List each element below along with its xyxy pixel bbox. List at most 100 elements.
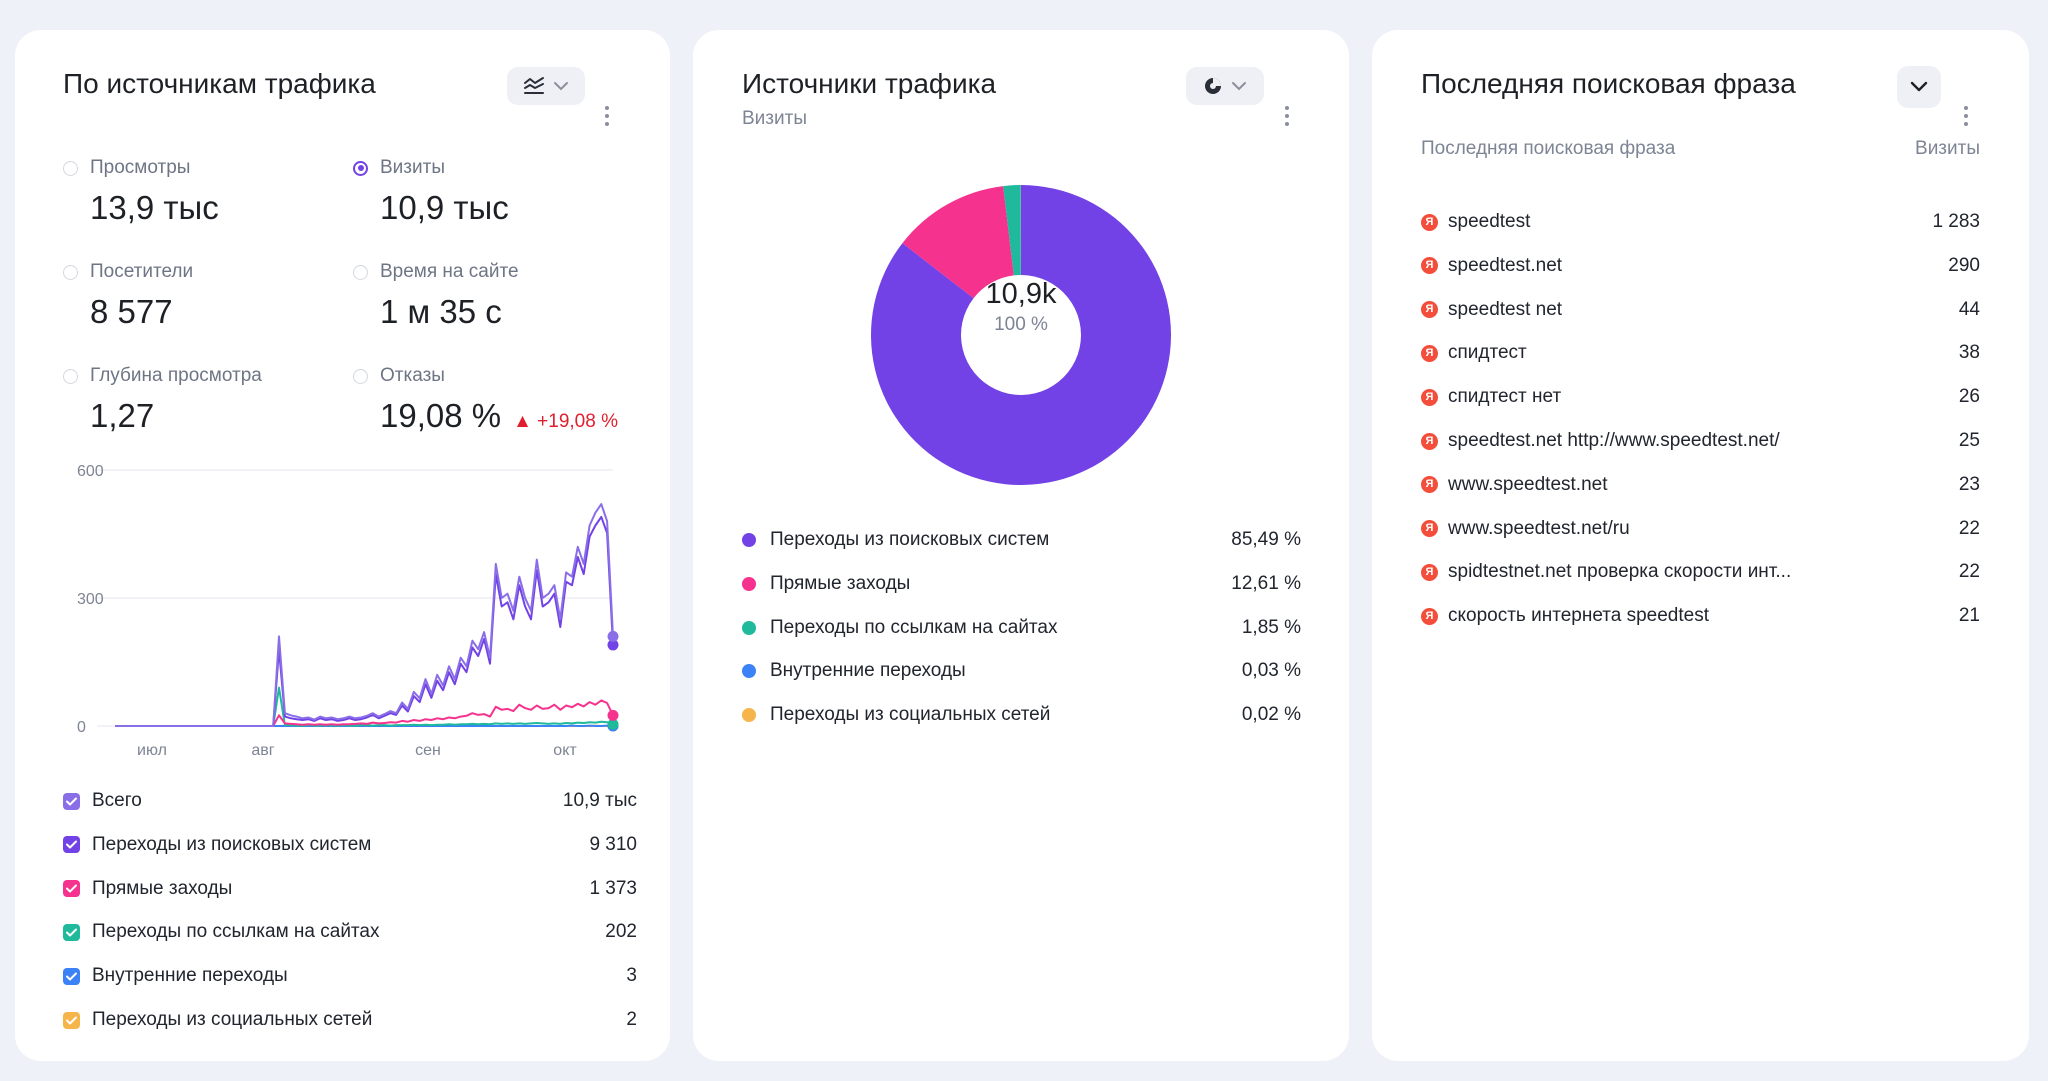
legend-item[interactable]: Переходы из поисковых систем 9 310 bbox=[63, 831, 637, 859]
radio-button[interactable] bbox=[63, 264, 78, 280]
donut-slice[interactable] bbox=[1003, 185, 1021, 276]
legend-color-dot bbox=[742, 533, 756, 547]
search-phrase[interactable]: спидтест нет bbox=[1448, 386, 1562, 408]
legend-item[interactable]: Внутренние переходы 3 bbox=[63, 962, 637, 990]
series-line[interactable] bbox=[115, 503, 614, 727]
legend-label: Внутренние переходы bbox=[92, 965, 288, 987]
donut-center-value: 10,9k bbox=[985, 278, 1057, 310]
search-phrase[interactable]: speedtest.net http://www.speedtest.net/ bbox=[1448, 430, 1780, 451]
checkmark-icon bbox=[66, 797, 77, 805]
more-options-icon[interactable] bbox=[597, 99, 617, 133]
legend-item[interactable]: Переходы по ссылкам на сайтах 202 bbox=[63, 918, 637, 946]
donut-slice[interactable] bbox=[902, 186, 1014, 299]
legend-label: Переходы по ссылкам на сайтах bbox=[92, 921, 380, 943]
search-phrase[interactable]: spidtestnet.net проверка скорости инт... bbox=[1448, 561, 1792, 583]
metric-visitors[interactable]: Посетители 8 577 bbox=[63, 259, 323, 331]
legend-label: Прямые заходы bbox=[770, 572, 911, 594]
search-phrase[interactable]: speedtest bbox=[1448, 211, 1531, 232]
column-header-visits[interactable]: Визиты bbox=[1915, 138, 1980, 159]
metric-label: Посетители bbox=[90, 261, 194, 282]
checkbox-checked[interactable] bbox=[63, 923, 80, 941]
series-endpoint[interactable] bbox=[607, 639, 619, 651]
visits-count: 25 bbox=[1958, 430, 1980, 451]
visits-count: 38 bbox=[1958, 342, 1980, 364]
traffic-donut-chart[interactable] bbox=[693, 170, 1349, 490]
metric-bounce-rate[interactable]: Отказы 19,08 % ▲ +19,08 % bbox=[353, 363, 653, 435]
series-endpoint[interactable] bbox=[607, 630, 619, 642]
visits-count: 22 bbox=[1958, 561, 1980, 583]
metric-value: 8 577 bbox=[90, 293, 173, 330]
chevron-down-icon bbox=[554, 82, 568, 91]
column-header-phrase[interactable]: Последняя поисковая фраза bbox=[1421, 138, 1676, 159]
pie-legend-item[interactable]: Переходы по ссылкам на сайтах 1,85 % bbox=[742, 614, 1301, 642]
metric-visits[interactable]: Визиты 10,9 тыс bbox=[353, 155, 613, 227]
chart-type-selector[interactable] bbox=[507, 67, 585, 105]
metric-label: Глубина просмотра bbox=[90, 365, 262, 386]
metric-value: 13,9 тыс bbox=[90, 189, 219, 226]
legend-item[interactable]: Прямые заходы 1 373 bbox=[63, 875, 637, 903]
series-line[interactable] bbox=[115, 515, 614, 727]
yandex-search-icon: Я bbox=[1421, 344, 1438, 362]
search-phrase[interactable]: спидтест bbox=[1448, 342, 1527, 364]
collapse-toggle[interactable] bbox=[1897, 66, 1941, 108]
donut-slice[interactable] bbox=[871, 185, 1171, 485]
yandex-search-icon: Я bbox=[1421, 563, 1438, 581]
radio-button[interactable] bbox=[353, 264, 368, 280]
radio-button[interactable] bbox=[63, 368, 78, 384]
pie-legend-item[interactable]: Прямые заходы 12,61 % bbox=[742, 570, 1301, 598]
legend-label: Переходы из поисковых систем bbox=[92, 833, 372, 855]
yandex-search-icon: Я bbox=[1421, 388, 1438, 406]
metric-pageviews[interactable]: Просмотры 13,9 тыс bbox=[63, 155, 323, 227]
pie-legend-item[interactable]: Переходы из социальных сетей 0,02 % bbox=[742, 701, 1301, 729]
pie-legend-item[interactable]: Внутренние переходы 0,03 % bbox=[742, 657, 1301, 685]
x-tick-label: окт bbox=[553, 742, 577, 759]
legend-item[interactable]: Всего 10,9 тыс bbox=[63, 787, 637, 815]
series-endpoint[interactable] bbox=[607, 718, 619, 730]
search-phrase[interactable]: www.speedtest.net bbox=[1448, 473, 1608, 495]
radio-button[interactable] bbox=[63, 160, 78, 176]
x-tick-label: авг bbox=[251, 742, 274, 759]
checkbox-checked[interactable] bbox=[63, 880, 80, 898]
traffic-line-chart[interactable]: 600 300 0 июл авг сен окт bbox=[15, 440, 670, 760]
checkbox-checked[interactable] bbox=[63, 967, 80, 985]
more-options-icon[interactable] bbox=[1277, 99, 1297, 133]
search-phrase[interactable]: www.speedtest.net/ru bbox=[1448, 517, 1630, 539]
metric-value: 10,9 тыс bbox=[380, 189, 509, 226]
legend-item[interactable]: Переходы из социальных сетей 2 bbox=[63, 1006, 637, 1034]
checkbox-checked[interactable] bbox=[63, 792, 80, 810]
pie-legend-item[interactable]: Переходы из поисковых систем 85,49 % bbox=[742, 526, 1301, 554]
search-phrase[interactable]: скорость интернета speedtest bbox=[1448, 605, 1709, 627]
legend-color-dot bbox=[742, 576, 756, 591]
yandex-search-icon: Я bbox=[1421, 301, 1438, 319]
visits-count: 22 bbox=[1958, 517, 1980, 539]
legend-color-dot bbox=[742, 620, 756, 635]
legend-label: Переходы по ссылкам на сайтах bbox=[770, 616, 1058, 638]
legend-label: Переходы из поисковых систем bbox=[770, 529, 1050, 550]
search-phrase[interactable]: speedtest net bbox=[1448, 298, 1563, 320]
visits-count: 290 bbox=[1948, 254, 1980, 276]
x-tick-label: июл bbox=[137, 742, 167, 759]
radio-button-selected[interactable] bbox=[353, 160, 368, 176]
more-options-icon[interactable] bbox=[1956, 99, 1976, 133]
radio-button[interactable] bbox=[353, 368, 368, 384]
checkbox-checked[interactable] bbox=[63, 836, 80, 854]
metric-delta: ▲ +19,08 % bbox=[513, 411, 618, 432]
metric-time-on-site[interactable]: Время на сайте 1 м 35 с bbox=[353, 259, 613, 331]
search-phrase[interactable]: speedtest.net bbox=[1448, 254, 1563, 276]
metric-page-depth[interactable]: Глубина просмотра 1,27 bbox=[63, 363, 323, 435]
series-endpoint[interactable] bbox=[607, 709, 619, 721]
legend-color-dot bbox=[742, 708, 756, 723]
checkbox-checked[interactable] bbox=[63, 1011, 80, 1029]
chart-type-selector[interactable] bbox=[1186, 67, 1264, 105]
y-tick-label: 300 bbox=[77, 591, 104, 608]
